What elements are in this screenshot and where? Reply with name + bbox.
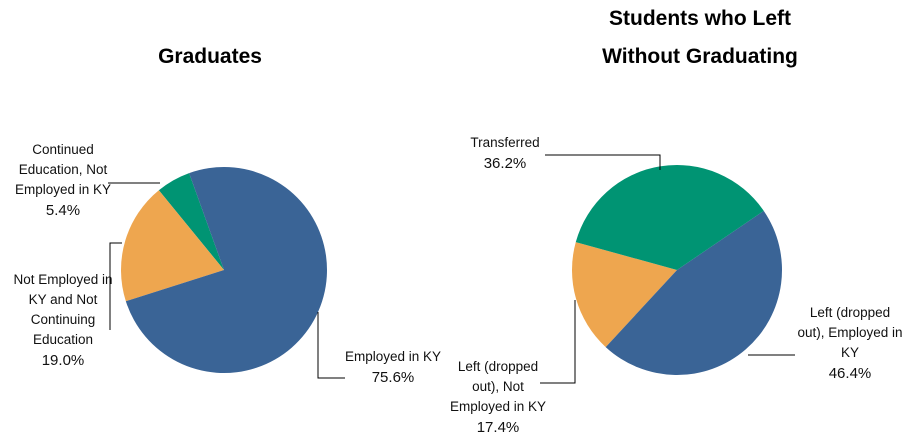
slice-label: Left (dropped out), Employed in KY 46.4% (795, 303, 902, 385)
leader-line (540, 300, 576, 384)
slice-value: 46.4% (828, 365, 872, 382)
slice-value: 36.2% (483, 155, 527, 172)
chart-title: Graduates (158, 45, 262, 68)
pie-slice (575, 165, 764, 270)
slice-label: Continued Education, Not Employed in KY 5… (13, 140, 113, 222)
slice-label: Not Employed in KY and Not Continuing Ed… (13, 270, 113, 372)
leader-line (545, 154, 661, 170)
slice-category: Left (dropped out), Not Employed in KY (449, 359, 547, 414)
slice-label: Left (dropped out), Not Employed in KY 17… (448, 357, 548, 433)
pie-slice (605, 210, 782, 375)
pie-slice (125, 167, 327, 373)
pie-slice (572, 242, 677, 348)
leader-line (317, 312, 345, 379)
slice-value: 5.4% (45, 202, 81, 219)
slice-label: Transferred 36.2% (455, 133, 555, 175)
slice-value: 17.4% (476, 419, 520, 433)
slice-category: Employed in KY (344, 349, 442, 364)
slice-label: Employed in KY 75.6% (343, 347, 443, 389)
slice-value: 75.6% (371, 369, 415, 386)
slice-category: Left (dropped out), Employed in KY (797, 305, 902, 360)
pie-slice (158, 173, 224, 270)
chart-title: Students who Left Without Graduating (602, 7, 798, 68)
slice-value: 19.0% (41, 352, 85, 369)
slice-category: Not Employed in KY and Not Continuing Ed… (13, 272, 113, 347)
pie-slice (121, 190, 224, 302)
leader-line (109, 242, 122, 330)
slice-category: Continued Education, Not Employed in KY (14, 142, 112, 197)
slice-category: Transferred (470, 135, 540, 150)
